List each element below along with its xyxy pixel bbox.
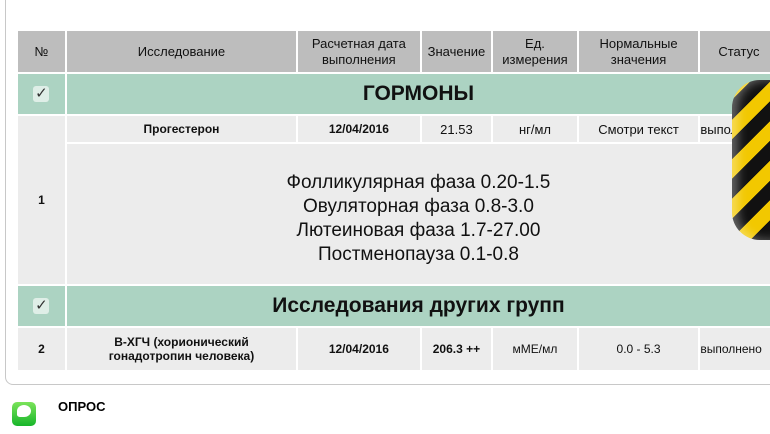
note-line: Фолликулярная фаза 0.20-1.5 — [286, 172, 551, 193]
test-normal: 0.0 - 5.3 — [578, 328, 699, 370]
row-number: 1 — [18, 116, 65, 284]
reference-note: Фолликулярная фаза 0.20-1.5 Овуляторная … — [66, 144, 770, 284]
group-title: Исследования других групп — [66, 286, 770, 326]
hazard-stripe-icon — [732, 80, 770, 240]
test-date: 12/04/2016 — [298, 328, 420, 370]
test-name: B-ХГЧ (хорионический гонадотропин челове… — [66, 328, 296, 370]
col-test: Исследование — [66, 31, 296, 72]
chat-logo-icon — [12, 402, 36, 426]
table-header: № Исследование Расчетная дата выполнения… — [18, 31, 770, 72]
checkbox-icon[interactable]: ✓ — [33, 85, 50, 102]
note-line: Лютеиновая фаза 1.7-27.00 — [296, 220, 541, 241]
col-unit: Ед. измерения — [493, 31, 577, 72]
col-value: Значение — [421, 31, 492, 72]
group-row-hormones: ✓ ГОРМОНЫ — [18, 74, 770, 114]
col-number: № — [18, 31, 65, 72]
test-name: Прогестерон — [66, 116, 296, 142]
test-normal: Смотри текст — [578, 116, 699, 142]
test-value: 206.3 ++ — [421, 328, 492, 370]
row-number: 2 — [18, 328, 65, 370]
test-unit: мМЕ/мл — [493, 328, 577, 370]
test-status: выполнено — [700, 328, 770, 370]
group-row-other: ✓ Исследования других групп — [18, 286, 770, 326]
survey-section-label[interactable]: ОПРОС — [58, 399, 106, 414]
group-title: ГОРМОНЫ — [66, 74, 770, 114]
checkbox-icon[interactable]: ✓ — [33, 297, 50, 314]
col-status: Статус — [700, 31, 770, 72]
table-row: 2 B-ХГЧ (хорионический гонадотропин чело… — [18, 328, 770, 370]
col-date: Расчетная дата выполнения — [298, 31, 420, 72]
note-line: Постменопауза 0.1-0.8 — [317, 244, 519, 265]
col-normal: Нормальные значения — [578, 31, 699, 72]
table-row: 1 Прогестерон 12/04/2016 21.53 нг/мл Смо… — [18, 116, 770, 284]
test-unit: нг/мл — [493, 116, 577, 142]
test-date: 12/04/2016 — [298, 116, 420, 142]
note-line: Овуляторная фаза 0.8-3.0 — [303, 196, 534, 217]
test-value: 21.53 — [421, 116, 492, 142]
note-row: Фолликулярная фаза 0.20-1.5 Овуляторная … — [18, 144, 770, 284]
results-table: № Исследование Расчетная дата выполнения… — [16, 29, 770, 372]
